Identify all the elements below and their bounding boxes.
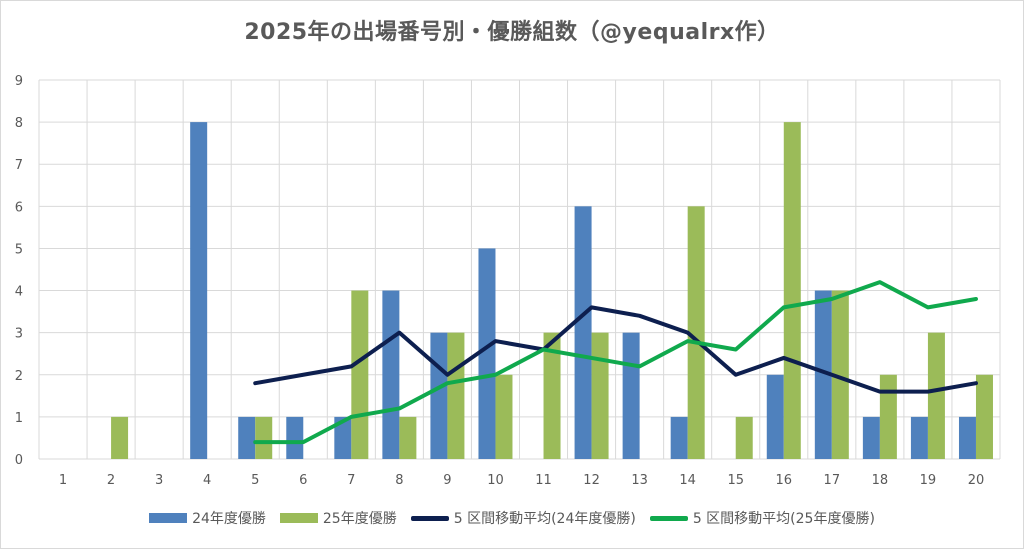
bar-25 (351, 290, 369, 459)
bar-24 (910, 416, 928, 459)
legend-item-25-bar: 25年度優勝 (279, 508, 397, 528)
x-tick-label: 14 (679, 473, 696, 488)
x-tick-label: 2 (107, 473, 115, 488)
bar-25 (495, 374, 513, 459)
x-tick-label: 1 (59, 473, 67, 488)
bar-25 (255, 416, 273, 459)
x-tick-label: 11 (535, 473, 552, 488)
bar-24 (670, 416, 688, 459)
y-tick-label: 1 (15, 411, 23, 426)
bar-25 (687, 206, 705, 459)
bar-25 (447, 332, 465, 459)
x-tick-label: 7 (347, 473, 355, 488)
bar-25 (543, 332, 561, 459)
moving-average-line-24 (253, 305, 978, 394)
legend-swatch-25-bar (279, 513, 318, 523)
x-tick-label: 20 (968, 473, 985, 488)
x-tick-label: 4 (203, 473, 211, 488)
y-tick-label: 9 (15, 74, 23, 89)
x-tick-label: 3 (155, 473, 163, 488)
bar-24 (382, 290, 400, 459)
bar-24 (958, 416, 976, 459)
bar-25 (879, 374, 897, 459)
bar-24 (814, 290, 832, 459)
y-tick-label: 0 (15, 453, 23, 468)
legend-swatch-25-line (649, 515, 688, 521)
bar-24 (286, 416, 304, 459)
bar-25 (975, 374, 993, 459)
bar-24 (622, 332, 640, 459)
bar-25 (927, 332, 945, 459)
x-tick-label: 6 (299, 473, 307, 488)
x-tick-label: 10 (487, 473, 504, 488)
chart-title: 2025年の出場番号別・優勝組数（@yequalrx作） (244, 20, 780, 45)
legend-label-24-line: 5 区間移動平均(24年度優勝) (453, 511, 636, 527)
x-tick-label: 18 (872, 473, 889, 488)
bar-25 (783, 122, 801, 459)
bar-24 (574, 206, 592, 459)
bar-25 (831, 290, 849, 459)
legend-label-25-line: 5 区間移動平均(25年度優勝) (692, 511, 875, 527)
y-tick-label: 4 (15, 285, 23, 300)
legend-swatch-24-line (410, 515, 449, 521)
x-tick-label: 15 (727, 473, 744, 488)
moving-average-line-25 (253, 280, 978, 445)
x-tick-label: 9 (443, 473, 451, 488)
bar-25 (735, 416, 753, 459)
x-tick-label: 8 (395, 473, 403, 488)
legend: 24年度優勝 25年度優勝 5 区間移動平均(24年度優勝) 5 区間移動平均(… (0, 508, 1024, 528)
y-tick-label: 5 (15, 242, 23, 257)
bar-24 (862, 416, 880, 459)
y-tick-label: 2 (15, 369, 23, 384)
bar-24 (430, 332, 448, 459)
x-tick-label: 13 (631, 473, 648, 488)
legend-label-25-bar: 25年度優勝 (322, 511, 397, 527)
bar-24 (766, 374, 784, 459)
legend-item-24-bar: 24年度優勝 (149, 508, 266, 528)
y-tick-label: 8 (15, 116, 23, 131)
y-tick-label: 3 (15, 327, 23, 342)
x-tick-label: 17 (824, 473, 841, 488)
legend-swatch-24-bar (149, 513, 188, 523)
x-tick-label: 19 (920, 473, 937, 488)
bar-24 (334, 416, 352, 459)
legend-item-24-line: 5 区間移動平均(24年度優勝) (410, 508, 636, 528)
bar-25 (591, 332, 609, 459)
bar-24 (238, 416, 256, 459)
legend-label-24-bar: 24年度優勝 (192, 511, 266, 527)
y-tick-label: 6 (15, 200, 23, 215)
x-tick-label: 12 (583, 473, 600, 488)
bar-24 (478, 248, 496, 459)
bar-25 (111, 416, 129, 459)
bar-25 (399, 416, 417, 459)
x-tick-label: 16 (776, 473, 793, 488)
x-tick-label: 5 (251, 473, 259, 488)
legend-item-25-line: 5 区間移動平均(25年度優勝) (649, 508, 875, 528)
y-tick-label: 7 (15, 158, 23, 173)
bar-24 (190, 122, 208, 459)
